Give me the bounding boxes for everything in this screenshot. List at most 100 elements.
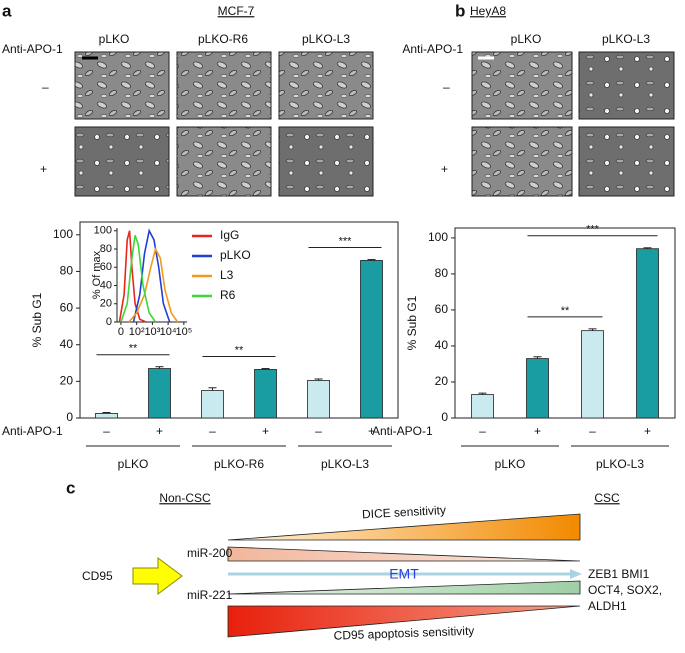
column-label: pLKO <box>511 32 542 46</box>
row-label: – <box>443 80 450 94</box>
micrograph <box>74 126 170 197</box>
diagram: Non-CSC CSC DICE sensitivity EMT CD95 ap… <box>82 491 662 642</box>
bar <box>581 330 604 419</box>
y-axis-label: % Sub G1 <box>405 295 419 350</box>
panel-label: a <box>2 1 12 20</box>
column-label: pLKO <box>99 32 130 46</box>
legend-label: IgG <box>220 228 239 242</box>
y-tick-label: 60 <box>60 300 74 314</box>
bar <box>307 380 330 419</box>
y-tick-label: 80 <box>60 264 74 278</box>
group-label: pLKO-L3 <box>321 457 369 471</box>
bar <box>471 394 494 419</box>
legend-label: L3 <box>220 268 234 282</box>
bar <box>95 413 118 419</box>
diagram-label: miR-200 <box>187 546 233 560</box>
marker-label: OCT4, SOX2, <box>588 583 662 597</box>
category-label: – <box>589 424 596 438</box>
diagram-label: Non-CSC <box>159 491 211 505</box>
micrograph <box>578 126 675 197</box>
legend-label: R6 <box>220 288 236 302</box>
micrograph <box>74 51 170 120</box>
row-label: Anti-APO-1 <box>2 42 63 56</box>
panel-label: c <box>66 478 75 497</box>
bar <box>636 248 659 419</box>
micrograph <box>278 126 374 197</box>
wedge <box>227 580 581 595</box>
column-label: pLKO-L3 <box>302 32 350 46</box>
x-tick-label: 10⁴ <box>160 326 177 338</box>
significance-label: ** <box>235 344 244 356</box>
micrographs <box>74 51 675 197</box>
column-label: pLKO-R6 <box>198 32 248 46</box>
micrograph <box>176 51 272 120</box>
micrograph <box>578 51 675 120</box>
group-label: pLKO-L3 <box>596 457 644 471</box>
marker-label: ZEB1 BMI1 <box>588 567 650 581</box>
y-tick-label: 0 <box>66 410 73 424</box>
legend-label: pLKO <box>220 248 251 262</box>
category-label: + <box>156 424 163 438</box>
y-tick-label: 100 <box>53 227 73 241</box>
series-line <box>128 246 179 323</box>
group-label: pLKO <box>118 457 149 471</box>
y-tick-label: 80 <box>100 243 112 255</box>
plot-frame <box>454 227 676 419</box>
bar <box>526 358 549 419</box>
row-label: + <box>40 162 47 176</box>
diagram-label: miR-221 <box>187 588 233 602</box>
arrow <box>132 557 183 595</box>
category-label: – <box>209 424 216 438</box>
category-label: – <box>315 424 322 438</box>
category-label: + <box>262 424 269 438</box>
micrograph <box>471 51 573 120</box>
x-tick-label: 10³ <box>144 326 160 338</box>
significance-label: *** <box>339 235 353 247</box>
row-label: + <box>441 162 448 176</box>
series-line <box>132 228 171 323</box>
y-tick-label: 60 <box>100 261 112 273</box>
arrow-label: EMT <box>389 566 419 582</box>
y-tick-label: 80 <box>435 266 449 280</box>
series-line <box>118 230 147 323</box>
y-tick-label: 20 <box>60 374 74 388</box>
x-tick-label: 0 <box>118 326 124 338</box>
significance-label: ** <box>561 305 570 317</box>
micrograph <box>176 126 272 197</box>
wedge-label: CD95 apoptosis sensitivity <box>333 624 474 643</box>
bar <box>148 368 171 419</box>
bar <box>360 260 383 419</box>
wedge <box>227 605 581 638</box>
category-label: – <box>479 424 486 438</box>
plot-frame <box>79 221 399 419</box>
y-axis-label: % Of max <box>91 250 103 299</box>
marker-label: ALDH1 <box>588 599 627 613</box>
y-tick-label: 60 <box>435 302 449 316</box>
diagram-label: CSC <box>594 491 620 505</box>
y-tick-label: 100 <box>94 225 112 237</box>
y-tick-label: 20 <box>100 298 112 310</box>
category-label: + <box>534 424 541 438</box>
y-tick-label: 40 <box>435 338 449 352</box>
y-tick-label: 20 <box>435 374 449 388</box>
row-label: Anti-APO-1 <box>2 424 63 438</box>
y-tick-label: 40 <box>100 279 112 291</box>
group-label: pLKO <box>495 457 526 471</box>
bar <box>254 369 277 419</box>
panel-title: MCF-7 <box>218 4 255 18</box>
panel-label: b <box>455 1 465 20</box>
panel-title: HeyA8 <box>470 4 506 18</box>
significance-label: ** <box>129 343 138 355</box>
category-label: + <box>368 424 375 438</box>
x-tick-label: 10⁵ <box>175 326 192 338</box>
group-label: pLKO-R6 <box>214 457 264 471</box>
column-label: pLKO-L3 <box>602 32 650 46</box>
wedge <box>227 513 581 541</box>
y-tick-label: 100 <box>428 230 448 244</box>
y-axis-label: % Sub G1 <box>30 292 44 347</box>
y-tick-label: 0 <box>441 410 448 424</box>
y-tick-label: 40 <box>60 337 74 351</box>
y-tick-label: 0 <box>106 316 112 328</box>
series-line <box>120 235 157 323</box>
micrograph <box>471 126 573 197</box>
